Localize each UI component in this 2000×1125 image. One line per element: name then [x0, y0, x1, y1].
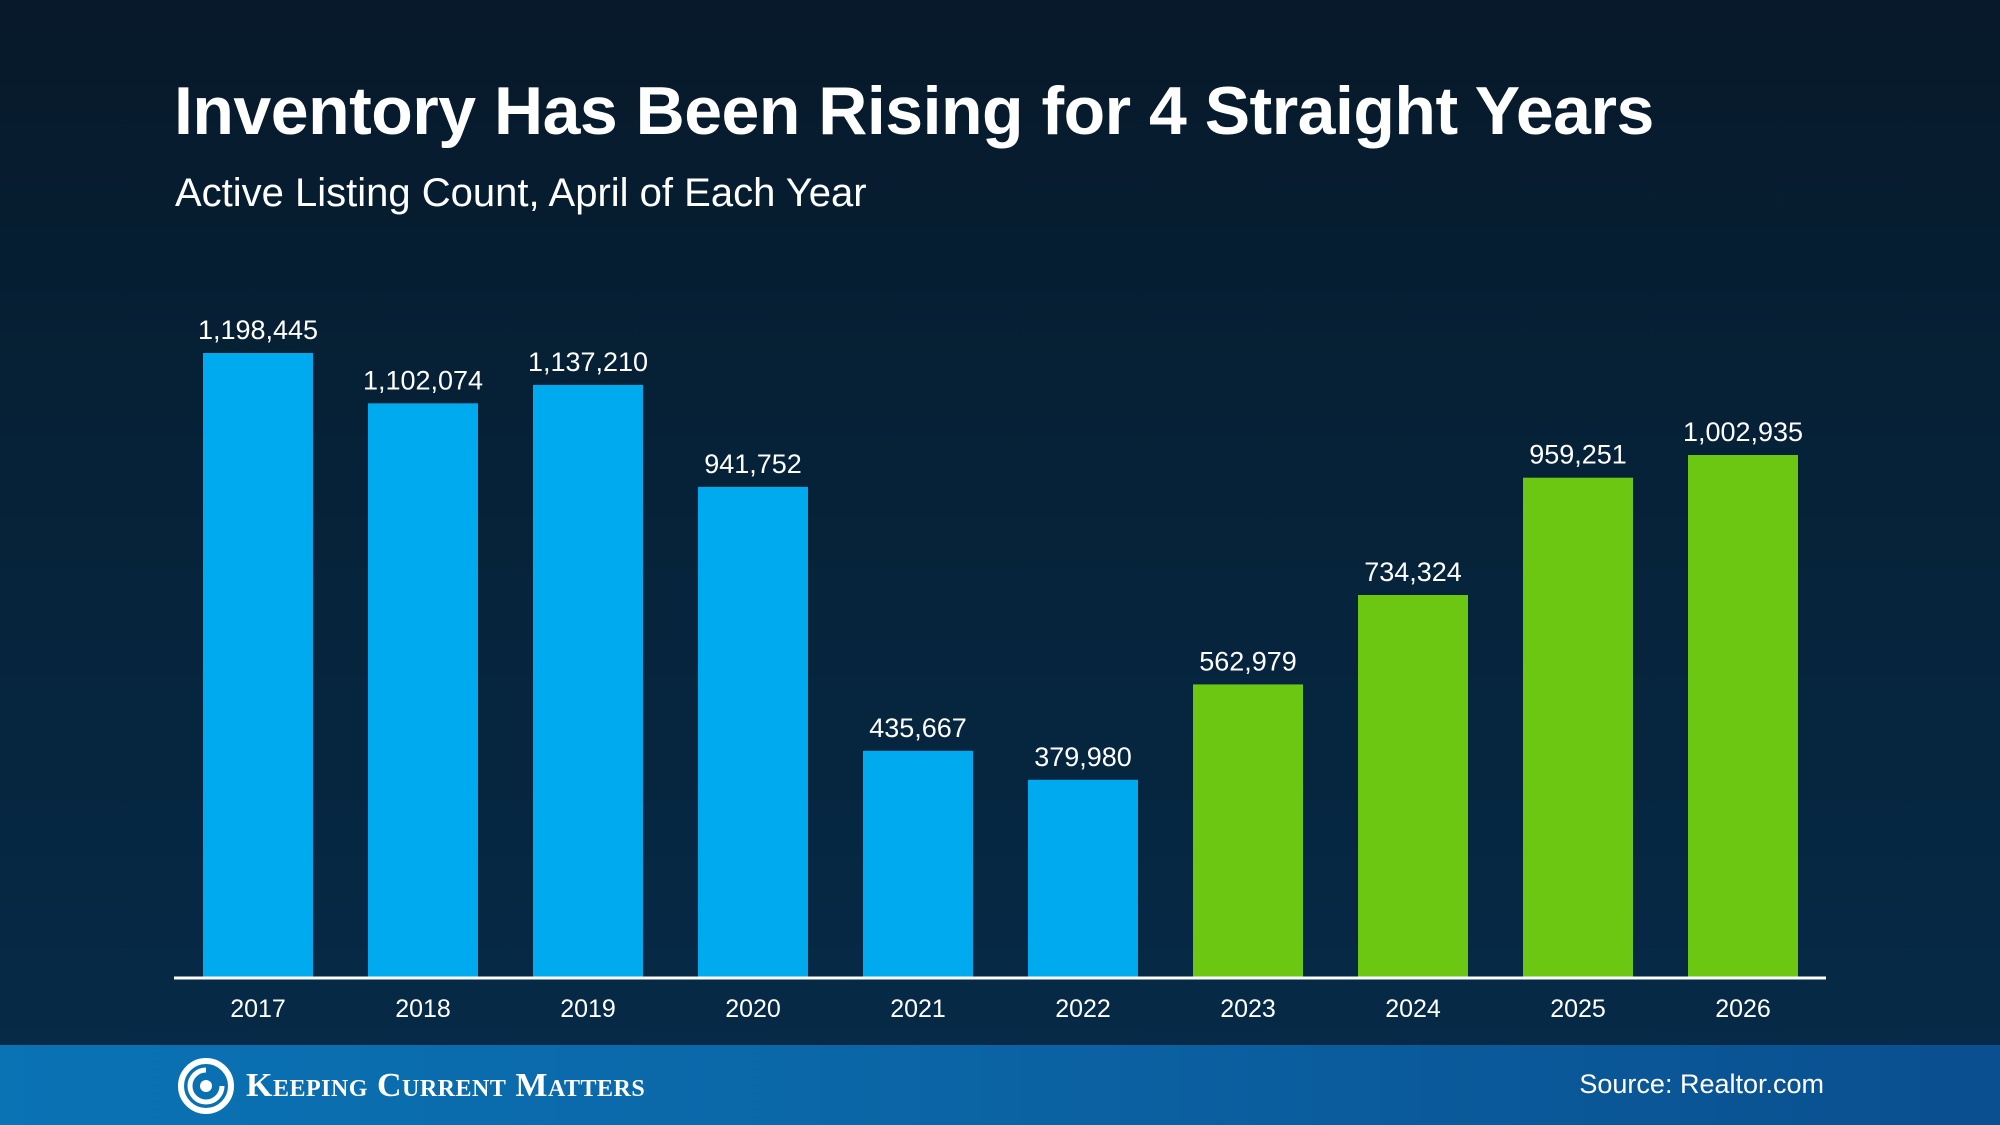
data-label-2020: 941,752: [704, 449, 802, 479]
x-tick-label-2022: 2022: [1055, 995, 1111, 1023]
x-tick-label-2021: 2021: [890, 995, 946, 1023]
brand[interactable]: Keeping Current Matters: [178, 1058, 645, 1114]
x-tick-label-2025: 2025: [1550, 995, 1606, 1023]
x-tick-label-2019: 2019: [560, 995, 616, 1023]
bar-2021: [863, 750, 973, 978]
slide-background: [0, 0, 2000, 1045]
footer-bar: Keeping Current Matters Source: Realtor.…: [0, 1045, 2000, 1125]
value-labels-group: 1,198,445 1,102,074 1,137,210 941,752 435,66…: [198, 315, 1803, 772]
x-tick-label-2026: 2026: [1715, 995, 1771, 1023]
data-label-2021: 435,667: [869, 713, 967, 743]
kcm-swirl-logo-icon: [178, 1058, 234, 1114]
bar-2018: [368, 403, 478, 978]
bar-2017: [203, 353, 313, 978]
bar-2024: [1358, 595, 1468, 978]
x-tick-label-2024: 2024: [1385, 995, 1441, 1023]
x-tick-labels-group: 2017 2018 2019 2020 2021 2022 2023 2024 2025 2026: [230, 995, 1771, 1023]
bar-2023: [1193, 684, 1303, 978]
bar-2019: [533, 384, 643, 978]
x-tick-label-2017: 2017: [230, 995, 286, 1023]
x-tick-label-2020: 2020: [725, 995, 781, 1023]
data-label-2022: 379,980: [1034, 742, 1132, 772]
data-label-2017: 1,198,445: [198, 315, 318, 345]
bar-2025: [1523, 477, 1633, 978]
bars-group: [203, 353, 1798, 978]
data-label-2023: 562,979: [1199, 646, 1297, 676]
data-label-2018: 1,102,074: [363, 365, 483, 395]
chart-subtitle: Active Listing Count, April of Each Year: [175, 171, 867, 215]
data-label-2019: 1,137,210: [528, 347, 648, 377]
bar-2022: [1028, 779, 1138, 978]
x-tick-label-2023: 2023: [1220, 995, 1276, 1023]
source-note: Source: Realtor.com: [1579, 1069, 1824, 1099]
data-label-2026: 1,002,935: [1683, 417, 1803, 447]
chart-title: Inventory Has Been Rising for 4 Straight…: [174, 73, 1654, 149]
data-label-2024: 734,324: [1364, 557, 1462, 587]
bar-2020: [698, 486, 808, 978]
brand-name: Keeping Current Matters: [246, 1067, 646, 1104]
bar-chart: 1,198,445 1,102,074 1,137,210 941,752 435,66…: [174, 315, 1826, 1023]
data-label-2025: 959,251: [1529, 440, 1627, 470]
bar-2026: [1688, 455, 1798, 978]
x-tick-label-2018: 2018: [395, 995, 451, 1023]
